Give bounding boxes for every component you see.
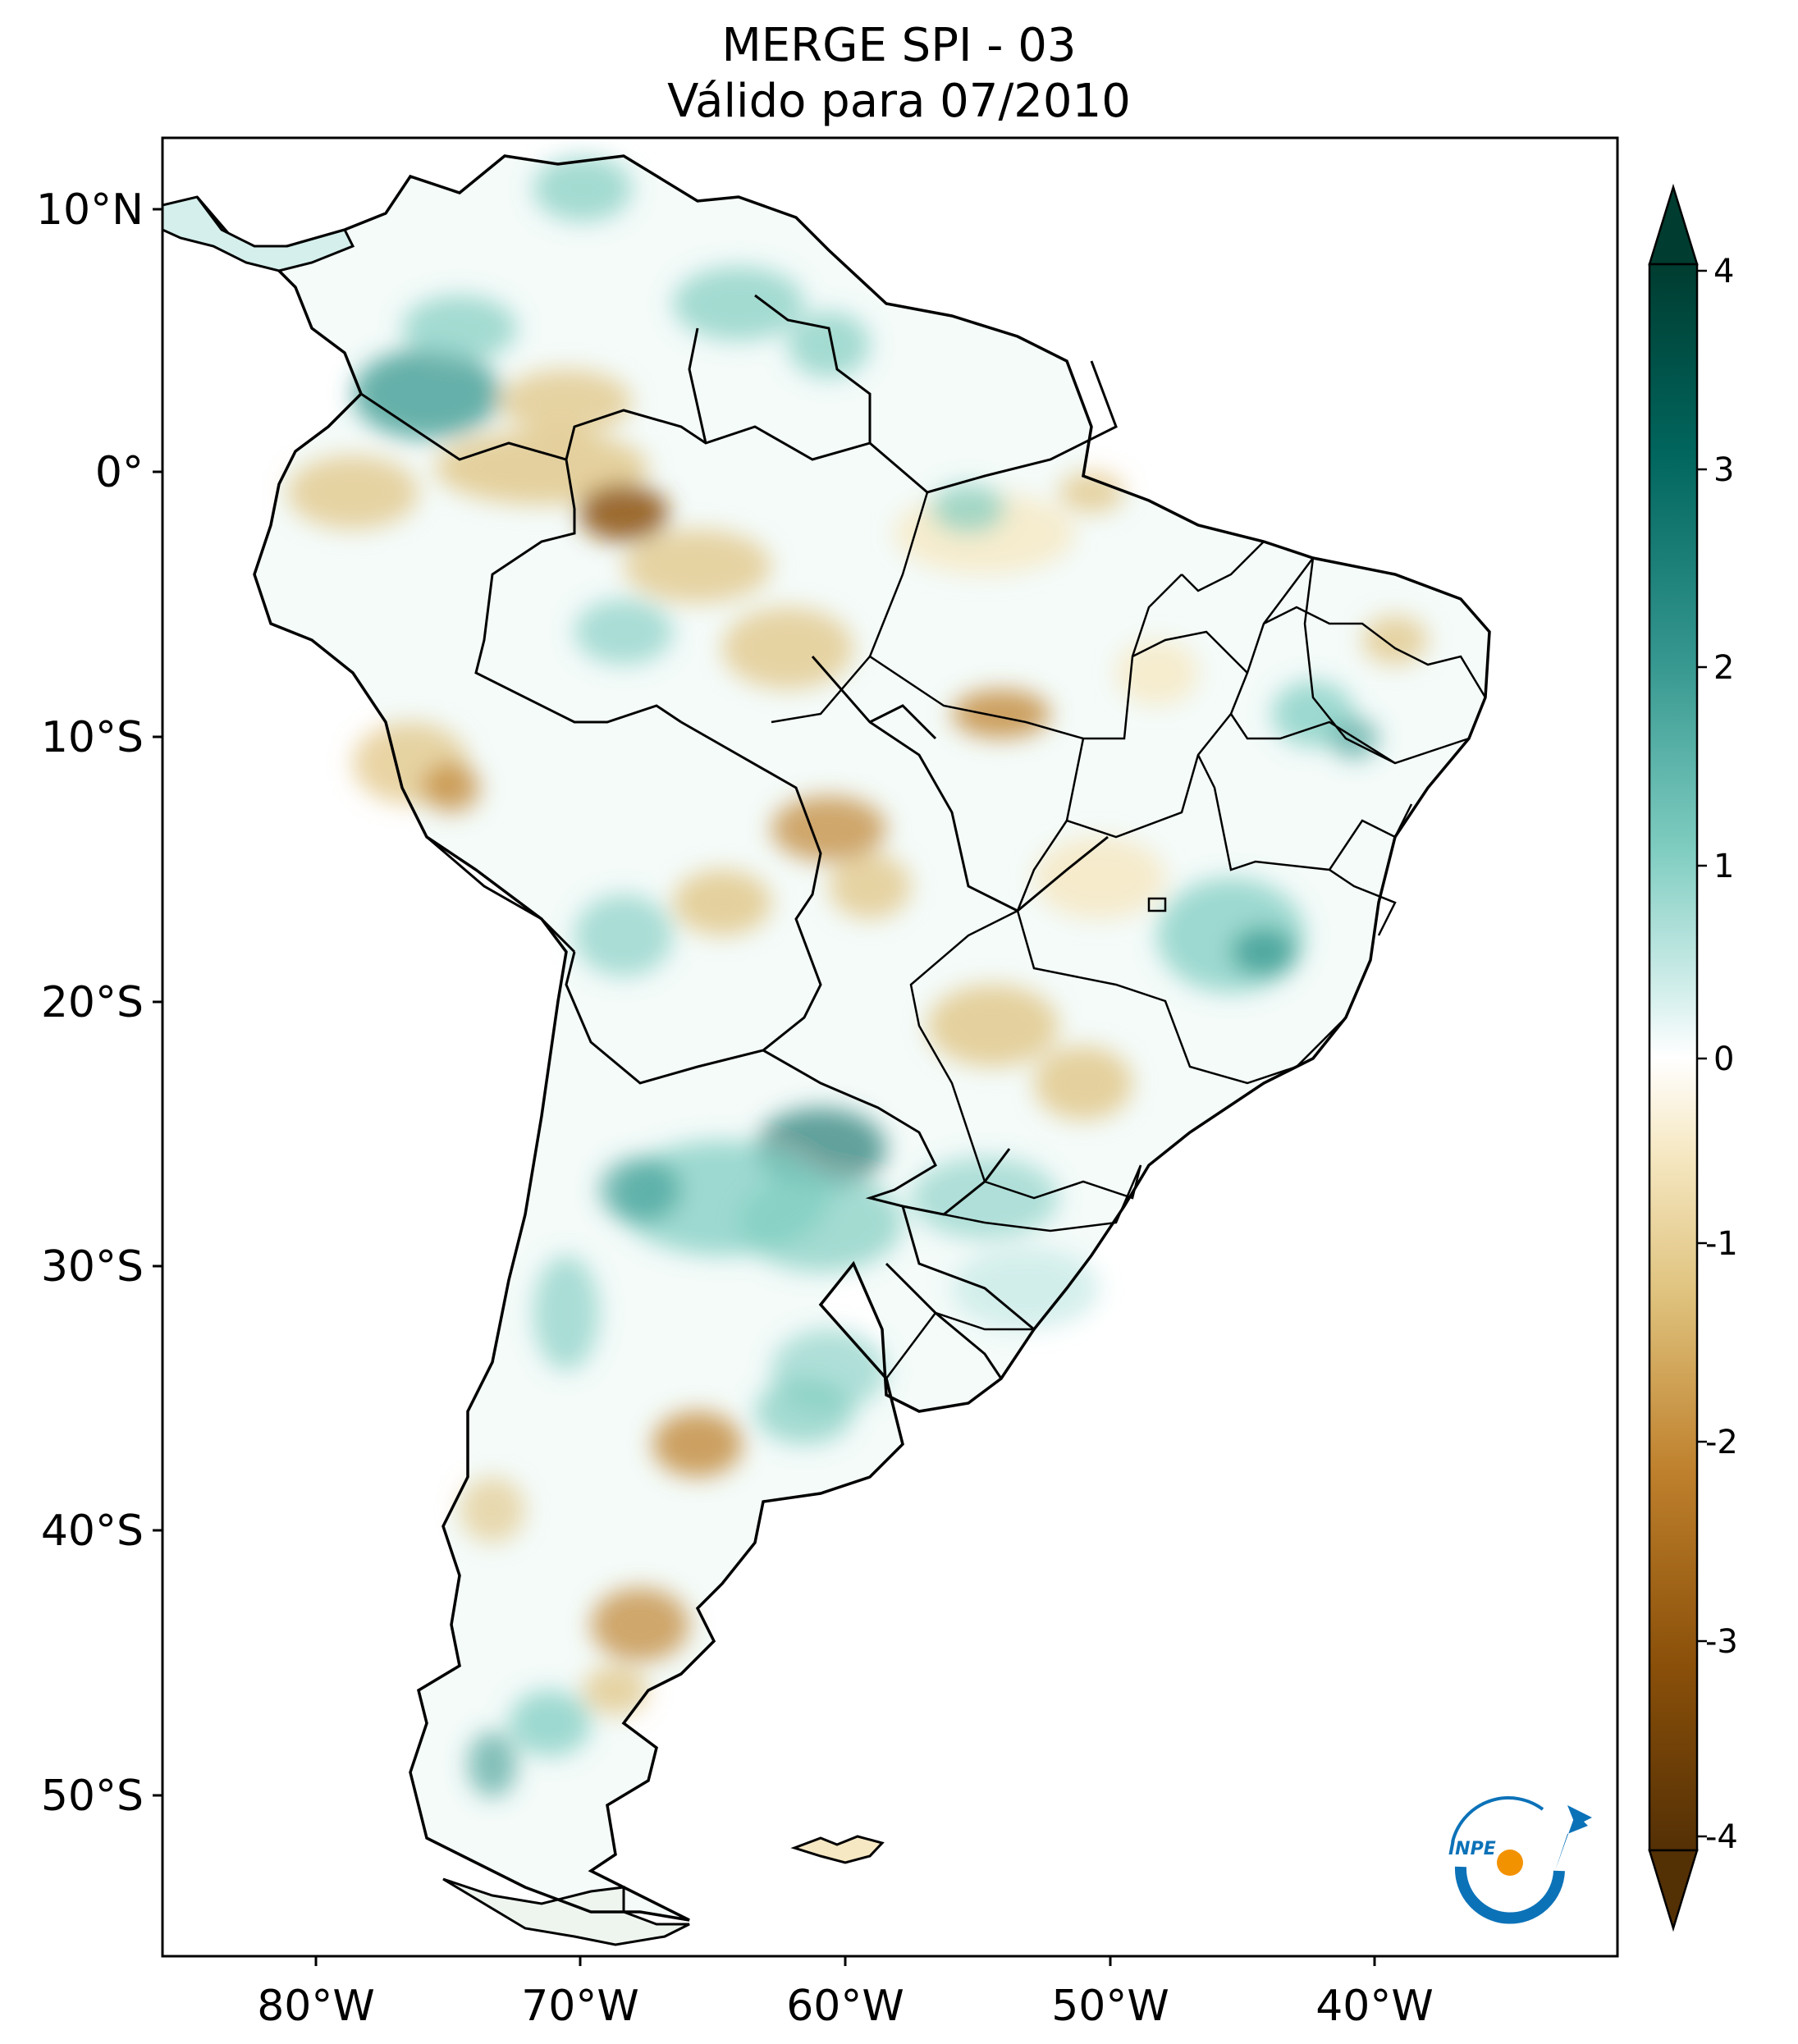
continent-land [197, 156, 1489, 1920]
latitude-labels: 10°N 0° 10°S 20°S 30°S 40°S 50°S [36, 185, 144, 1821]
lon-label: 70°W [521, 1982, 639, 2031]
colorbar-body [1648, 263, 1699, 1852]
map-title: MERGE SPI - 03 Válido para 07/2010 [0, 18, 1798, 130]
inpe-logo: INPE [1448, 1796, 1592, 1924]
lat-label: 0° [95, 448, 144, 497]
falkland-islands [790, 1835, 885, 1864]
title-line-2: Válido para 07/2010 [667, 75, 1131, 128]
colorbar-ticks [1697, 269, 1707, 1838]
lat-label: 40°S [41, 1507, 144, 1556]
spi-anomaly-patches [287, 156, 1428, 1797]
longitude-labels: 80°W 70°W 60°W 50°W 40°W [257, 1982, 1434, 2031]
colorbar-label: -1 [1705, 1225, 1738, 1263]
colorbar-label: -3 [1705, 1623, 1738, 1661]
lat-label: 30°S [41, 1242, 144, 1292]
longitude-ticks [314, 1956, 1376, 1966]
colorbar-label: -2 [1705, 1424, 1738, 1461]
colorbar-label: 4 [1713, 253, 1734, 290]
lon-label: 40°W [1315, 1982, 1434, 2031]
logo-text: INPE [1448, 1839, 1496, 1859]
country-borders [360, 294, 1118, 1379]
lon-label: 80°W [257, 1982, 375, 2031]
lon-label: 50°W [1051, 1982, 1169, 2031]
lat-label: 20°S [41, 978, 144, 1027]
lat-label: 10°S [41, 713, 144, 762]
colorbar-label: 0 [1713, 1040, 1734, 1078]
colorbar: 4 3 2 1 0 -1 -2 -3 -4 [1648, 183, 1738, 1932]
lat-label: 50°S [41, 1772, 144, 1821]
colorbar-label: 3 [1713, 451, 1734, 489]
title-line-1: MERGE SPI - 03 [721, 19, 1077, 72]
colorbar-extend-top [1648, 183, 1699, 266]
state-borders [771, 492, 1487, 1379]
lat-label: 10°N [36, 185, 144, 235]
colorbar-label: 1 [1713, 848, 1734, 885]
plot-frame [161, 136, 1619, 1958]
colorbar-extend-bottom [1648, 1849, 1699, 1932]
coastline [195, 154, 1491, 1922]
colorbar-label: -4 [1705, 1818, 1738, 1856]
latitude-ticks [153, 208, 162, 1797]
lon-label: 60°W [786, 1982, 904, 2031]
colorbar-label: 2 [1713, 649, 1734, 687]
central-america [162, 195, 355, 272]
map-layer [162, 154, 1491, 1946]
tierra-del-fuego [442, 1877, 690, 1946]
